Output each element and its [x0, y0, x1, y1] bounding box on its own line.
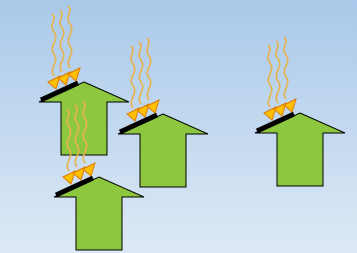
scene — [0, 0, 357, 253]
page — [0, 0, 357, 253]
